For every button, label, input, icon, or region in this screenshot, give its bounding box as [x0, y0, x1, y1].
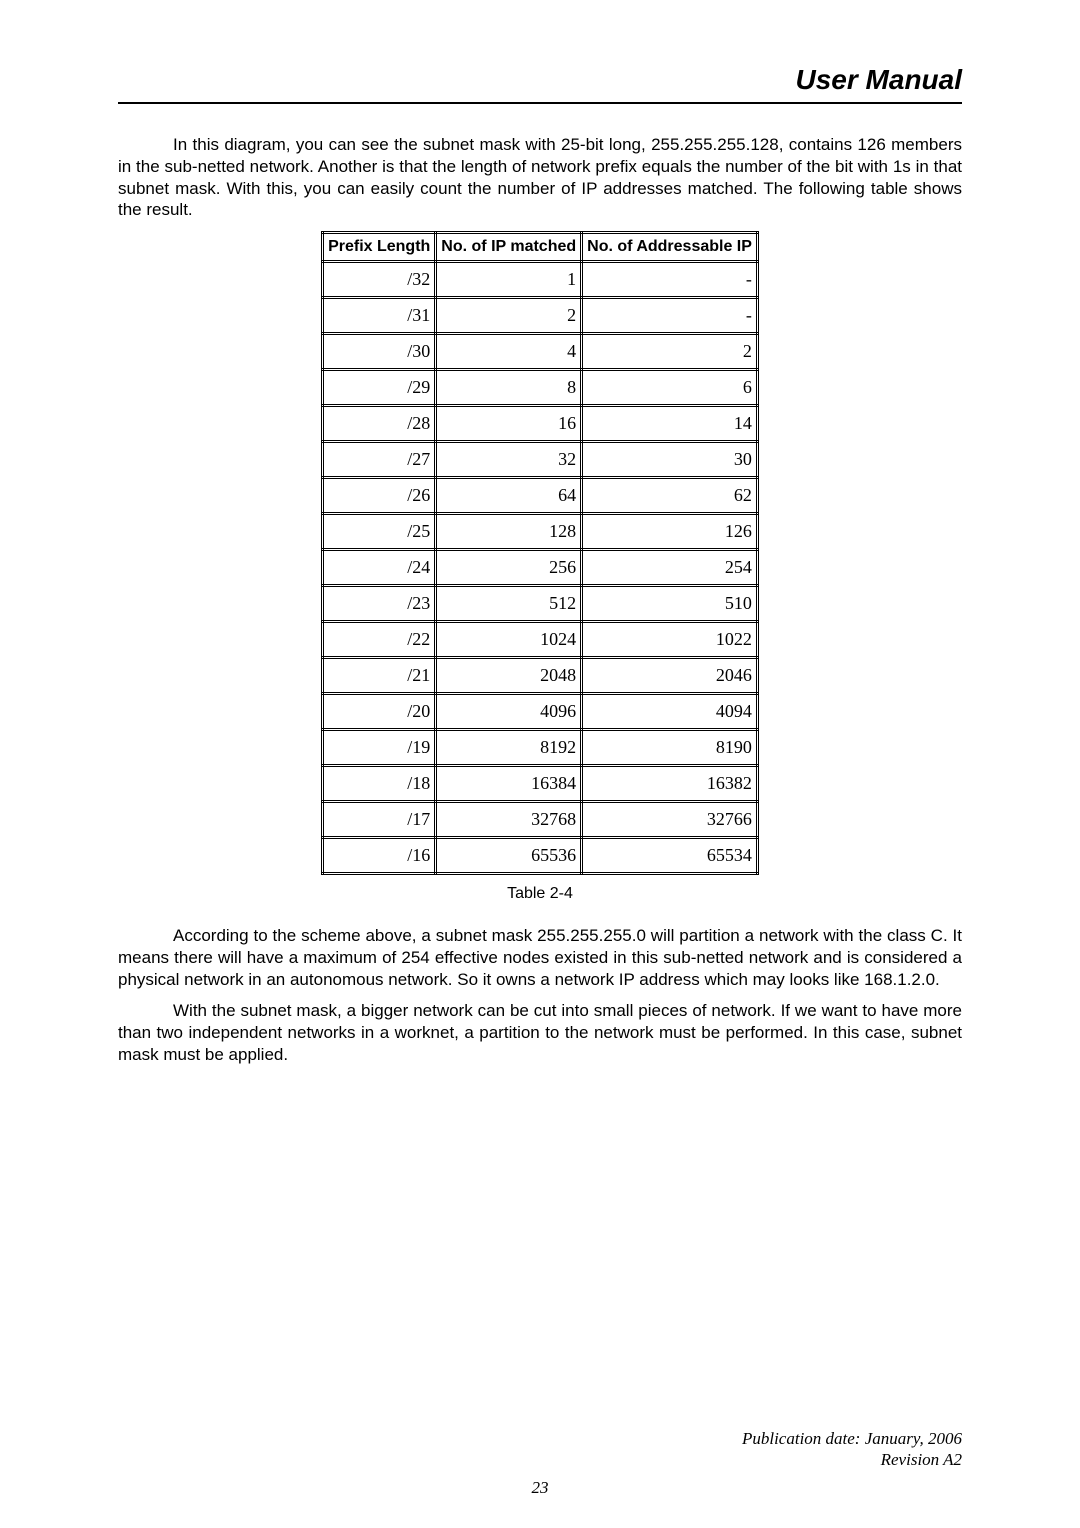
footer: Publication date: January, 2006 Revision…: [742, 1428, 962, 1471]
table-cell: 16382: [582, 766, 758, 802]
paragraph-text: In this diagram, you can see the subnet …: [118, 135, 962, 219]
col-header-matched: No. of IP matched: [436, 233, 582, 262]
table-cell: 2: [582, 334, 758, 370]
paragraph-2: According to the scheme above, a subnet …: [118, 925, 962, 990]
footer-revision: Revision A2: [742, 1449, 962, 1470]
table-cell: 510: [582, 586, 758, 622]
table-cell: 14: [582, 406, 758, 442]
page: User Manual In this diagram, you can see…: [0, 0, 1080, 1528]
footer-pub-date: Publication date: January, 2006: [742, 1428, 962, 1449]
table-cell: 1022: [582, 622, 758, 658]
table-cell: 2048: [436, 658, 582, 694]
table-cell: 32: [436, 442, 582, 478]
table-cell: 256: [436, 550, 582, 586]
table-cell: 4094: [582, 694, 758, 730]
table-cell: 4096: [436, 694, 582, 730]
table-cell: 2046: [582, 658, 758, 694]
table-cell: 128: [436, 514, 582, 550]
table-cell: 126: [582, 514, 758, 550]
table-cell: /18: [323, 766, 436, 802]
table-row: /2986: [323, 370, 758, 406]
table-row: /266462: [323, 478, 758, 514]
table-cell: 16384: [436, 766, 582, 802]
table-cell: /17: [323, 802, 436, 838]
table-cell: 8192: [436, 730, 582, 766]
table-row: /312-: [323, 298, 758, 334]
col-header-addressable: No. of Addressable IP: [582, 233, 758, 262]
table-cell: /32: [323, 262, 436, 298]
table-cell: 1024: [436, 622, 582, 658]
table-row: /173276832766: [323, 802, 758, 838]
table-cell: /20: [323, 694, 436, 730]
table-cell: /31: [323, 298, 436, 334]
table-row: /23512510: [323, 586, 758, 622]
paragraph-text: With the subnet mask, a bigger network c…: [118, 1001, 962, 1064]
page-header: User Manual: [118, 64, 962, 104]
table-cell: -: [582, 262, 758, 298]
table-cell: 8: [436, 370, 582, 406]
table-row: /181638416382: [323, 766, 758, 802]
table-header-row: Prefix Length No. of IP matched No. of A…: [323, 233, 758, 262]
table-cell: /29: [323, 370, 436, 406]
table-row: /321-: [323, 262, 758, 298]
table-cell: /26: [323, 478, 436, 514]
table-cell: /25: [323, 514, 436, 550]
table-cell: 32766: [582, 802, 758, 838]
table-row: /24256254: [323, 550, 758, 586]
table-cell: 512: [436, 586, 582, 622]
table-row: /166553665534: [323, 838, 758, 874]
table-cell: /21: [323, 658, 436, 694]
table-row: /1981928190: [323, 730, 758, 766]
page-number: 23: [0, 1478, 1080, 1498]
table-cell: /23: [323, 586, 436, 622]
table-cell: 64: [436, 478, 582, 514]
table-row: /2210241022: [323, 622, 758, 658]
table-cell: 8190: [582, 730, 758, 766]
col-header-prefix: Prefix Length: [323, 233, 436, 262]
table-cell: /16: [323, 838, 436, 874]
table-row: /25128126: [323, 514, 758, 550]
table-cell: /22: [323, 622, 436, 658]
table-cell: /28: [323, 406, 436, 442]
table-cell: /30: [323, 334, 436, 370]
table-cell: 4: [436, 334, 582, 370]
table-cell: 62: [582, 478, 758, 514]
table-cell: 6: [582, 370, 758, 406]
header-title: User Manual: [118, 64, 962, 96]
table-caption: Table 2-4: [118, 885, 962, 903]
table-cell: /27: [323, 442, 436, 478]
table-cell: 16: [436, 406, 582, 442]
table-cell: 65534: [582, 838, 758, 874]
intro-paragraph: In this diagram, you can see the subnet …: [118, 134, 962, 221]
table-cell: 65536: [436, 838, 582, 874]
table-row: /2120482046: [323, 658, 758, 694]
table-cell: /24: [323, 550, 436, 586]
table-cell: 30: [582, 442, 758, 478]
table-row: /281614: [323, 406, 758, 442]
table-row: /3042: [323, 334, 758, 370]
table-cell: 2: [436, 298, 582, 334]
table-cell: 254: [582, 550, 758, 586]
table-cell: 32768: [436, 802, 582, 838]
table-cell: 1: [436, 262, 582, 298]
table-row: /273230: [323, 442, 758, 478]
table-cell: -: [582, 298, 758, 334]
paragraph-text: According to the scheme above, a subnet …: [118, 926, 962, 989]
table-row: /2040964094: [323, 694, 758, 730]
paragraph-3: With the subnet mask, a bigger network c…: [118, 1000, 962, 1065]
ip-table: Prefix Length No. of IP matched No. of A…: [321, 231, 759, 875]
table-cell: /19: [323, 730, 436, 766]
